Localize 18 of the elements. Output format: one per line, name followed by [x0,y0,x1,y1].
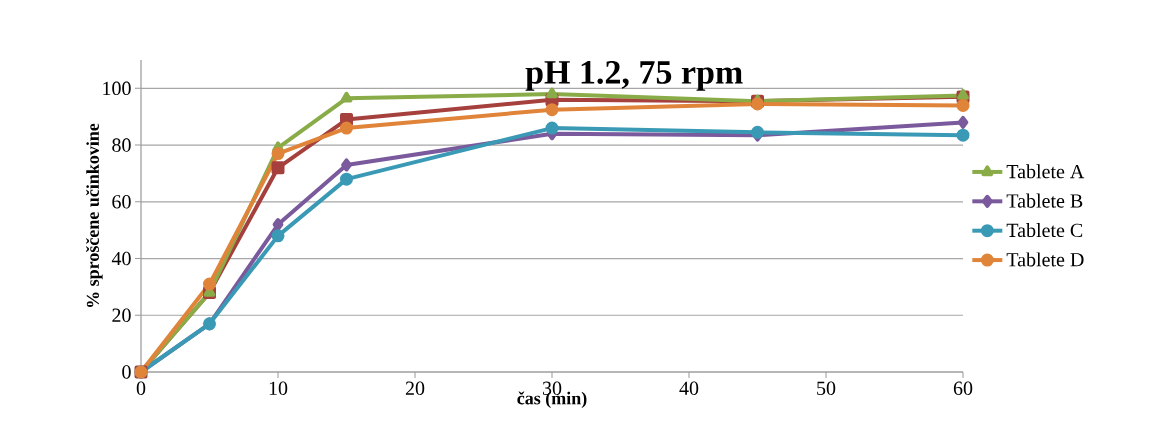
x-tick-label: 0 [136,381,146,396]
y-tick-label: 40 [111,251,131,266]
legend-label: Tablete D [1006,252,1084,267]
x-tick-label: 20 [405,381,425,396]
x-tick-label: 50 [817,381,836,396]
y-axis-title: % sproščene učinkovine [86,123,103,307]
y-tick-label: 0 [122,365,131,379]
x-tick-label: 40 [679,381,699,396]
x-tick-label: 60 [953,381,973,396]
legend-label: Tablete B [1006,193,1083,208]
chart-title: pH 1.2, 75 rpm [525,60,743,91]
y-tick-label: 20 [112,308,131,323]
y-tick-label: 60 [112,195,131,209]
legend-label: Tablete A [1006,164,1085,179]
y-tick-label: 80 [112,138,131,152]
x-tick-label: 10 [269,381,288,396]
legend-label: Tablete C [1006,223,1083,238]
y-tick-label: 100 [103,81,131,96]
